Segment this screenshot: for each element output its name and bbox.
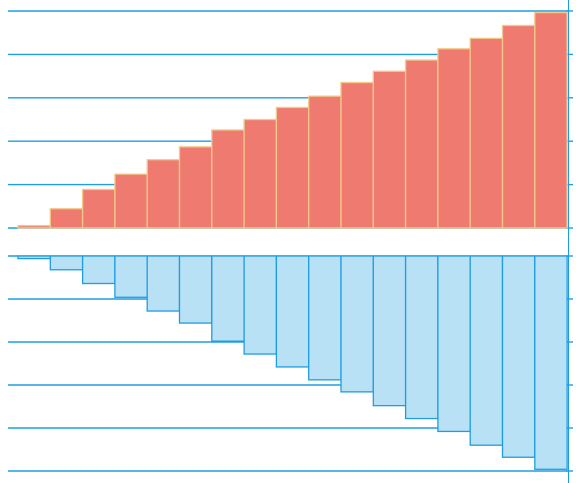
bottom-bar	[83, 256, 115, 284]
bottom-bar	[180, 256, 212, 323]
bottom-bar	[470, 256, 502, 445]
bottom-bar	[212, 256, 244, 341]
top-bar	[147, 160, 179, 228]
top-bar-series	[18, 13, 567, 228]
bottom-bar	[503, 256, 535, 457]
top-bar	[406, 60, 438, 228]
bottom-bar	[535, 256, 567, 469]
bottom-bar	[115, 256, 147, 297]
bottom-bar	[18, 256, 50, 259]
top-bar	[373, 71, 405, 228]
top-bar	[470, 38, 502, 228]
bottom-bar	[309, 256, 341, 380]
top-bar	[212, 130, 244, 228]
bottom-bar	[341, 256, 373, 392]
bottom-bar-series	[18, 256, 567, 469]
bottom-bar	[438, 256, 470, 431]
top-bar	[503, 25, 535, 228]
top-bar-panel	[8, 11, 573, 228]
top-bar	[309, 96, 341, 228]
top-bar	[535, 13, 567, 228]
bottom-bar-panel	[8, 256, 573, 471]
top-bar	[18, 226, 50, 228]
top-bar	[276, 107, 308, 228]
top-bar	[83, 189, 115, 228]
top-bar	[115, 174, 147, 228]
bottom-bar	[50, 256, 82, 270]
bottom-bar	[147, 256, 179, 311]
top-bar	[180, 147, 212, 228]
top-bar	[438, 49, 470, 228]
top-bar	[244, 120, 276, 229]
bottom-bar	[276, 256, 308, 367]
top-bar	[50, 209, 82, 228]
bottom-bar	[406, 256, 438, 419]
top-bar	[341, 83, 373, 228]
bottom-bar	[373, 256, 405, 406]
bottom-bar	[244, 256, 276, 354]
